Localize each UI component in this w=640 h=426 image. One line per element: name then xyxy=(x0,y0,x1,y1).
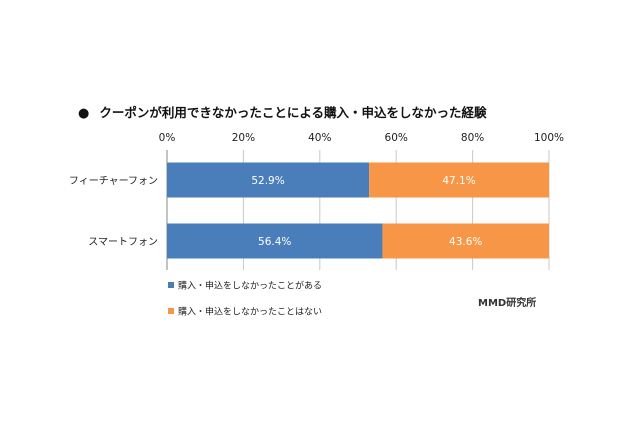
legend-label: 購入・申込をしなかったことがある xyxy=(178,280,322,292)
x-tick-label: 60% xyxy=(385,132,408,144)
chart-title-text: クーポンが利用できなかったことによる購入・申込をしなかった経験 xyxy=(99,105,487,120)
bar-segment xyxy=(369,162,549,198)
category-label: スマートフォン xyxy=(88,237,158,248)
legend-swatch xyxy=(168,282,174,288)
chart-title: ● クーポンが利用できなかったことによる購入・申込をしなかった経験 xyxy=(78,102,486,121)
data-label: 47.1% xyxy=(442,175,475,187)
bar-segment xyxy=(167,162,370,198)
source-label: MMD研究所 xyxy=(478,298,537,309)
legend-swatch xyxy=(168,308,174,314)
data-label: 52.9% xyxy=(251,175,284,187)
bar-segment xyxy=(167,223,383,259)
data-label: 43.6% xyxy=(449,236,482,248)
category-label: フィーチャーフォン xyxy=(69,175,158,187)
bar-segment xyxy=(382,223,549,259)
x-tick-label: 80% xyxy=(461,132,484,144)
title-bullet-icon: ● xyxy=(78,106,90,121)
data-label: 56.4% xyxy=(258,236,291,248)
x-tick-label: 0% xyxy=(159,132,176,144)
x-tick-label: 40% xyxy=(308,132,331,144)
x-tick-label: 100% xyxy=(534,132,564,144)
x-tick-label: 20% xyxy=(232,132,255,144)
legend-label: 購入・申込をしなかったことはない xyxy=(178,306,322,318)
